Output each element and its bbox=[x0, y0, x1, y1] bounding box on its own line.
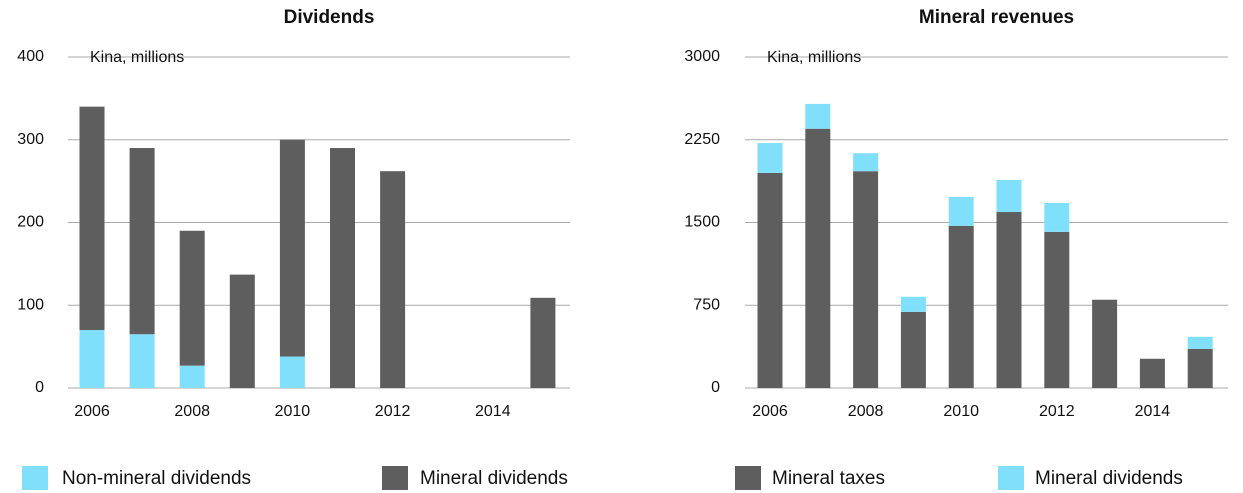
bar-segment bbox=[179, 365, 205, 388]
bar-segment bbox=[1187, 336, 1213, 349]
annotation: Kina, millions bbox=[767, 49, 861, 66]
annotation: Kina, millions bbox=[90, 49, 184, 66]
legend-label: Mineral taxes bbox=[772, 468, 885, 489]
bar-segment bbox=[948, 196, 974, 226]
legend-swatch bbox=[22, 466, 48, 490]
x-tick-label: 2012 bbox=[375, 403, 411, 420]
legend-swatch bbox=[382, 466, 408, 490]
y-tick-label: 300 bbox=[17, 131, 44, 148]
bar-segment bbox=[853, 153, 879, 172]
x-tick-label: 2008 bbox=[848, 403, 884, 420]
bar-segment bbox=[996, 180, 1022, 213]
chart-title: Mineral revenues bbox=[919, 7, 1074, 28]
y-tick-label: 1500 bbox=[684, 214, 720, 231]
bar-segment bbox=[79, 330, 105, 388]
bar-segment bbox=[805, 103, 831, 129]
x-tick-label: 2010 bbox=[275, 403, 311, 420]
bar-segment bbox=[129, 334, 155, 388]
y-tick-label: 400 bbox=[17, 48, 44, 65]
legend-label: Non-mineral dividends bbox=[62, 468, 251, 489]
bar-segment bbox=[948, 225, 974, 388]
y-tick-label: 750 bbox=[693, 296, 720, 313]
bar-segment bbox=[380, 171, 406, 388]
y-tick-label: 3000 bbox=[684, 48, 720, 65]
bar-segment bbox=[1139, 358, 1165, 388]
bar-segment bbox=[229, 274, 255, 388]
bar-segment bbox=[1044, 231, 1070, 388]
y-tick-label: 2250 bbox=[684, 131, 720, 148]
y-tick-label: 100 bbox=[17, 296, 44, 313]
legend-swatch bbox=[998, 466, 1024, 490]
x-tick-label: 2008 bbox=[174, 403, 210, 420]
chart-title: Dividends bbox=[284, 7, 375, 28]
x-tick-label: 2014 bbox=[475, 403, 511, 420]
bar-segment bbox=[805, 128, 831, 388]
bar-segment bbox=[279, 356, 305, 388]
bar-segment bbox=[900, 296, 926, 312]
legend-swatch bbox=[735, 466, 761, 490]
bar-segment bbox=[279, 139, 305, 357]
bar-segment bbox=[996, 212, 1022, 388]
bar-segment bbox=[530, 297, 556, 388]
y-tick-label: 0 bbox=[35, 379, 44, 396]
x-tick-label: 2006 bbox=[74, 403, 110, 420]
y-tick-label: 0 bbox=[711, 379, 720, 396]
bar-segment bbox=[900, 311, 926, 388]
bar-segment bbox=[853, 171, 879, 388]
bar-segment bbox=[1044, 202, 1070, 232]
bar-segment bbox=[129, 148, 155, 335]
x-tick-label: 2010 bbox=[943, 403, 979, 420]
legend-label: Mineral dividends bbox=[1035, 468, 1183, 489]
bar-segment bbox=[1092, 299, 1118, 388]
y-tick-label: 200 bbox=[17, 214, 44, 231]
x-tick-label: 2006 bbox=[752, 403, 788, 420]
x-tick-label: 2012 bbox=[1039, 403, 1075, 420]
bar-segment bbox=[757, 143, 783, 173]
bar-segment bbox=[179, 230, 205, 366]
legend-label: Mineral dividends bbox=[420, 468, 568, 489]
bar-segment bbox=[757, 172, 783, 388]
bar-segment bbox=[1187, 348, 1213, 388]
bar-segment bbox=[330, 148, 355, 388]
x-tick-label: 2014 bbox=[1135, 403, 1171, 420]
bar-segment bbox=[79, 106, 105, 331]
